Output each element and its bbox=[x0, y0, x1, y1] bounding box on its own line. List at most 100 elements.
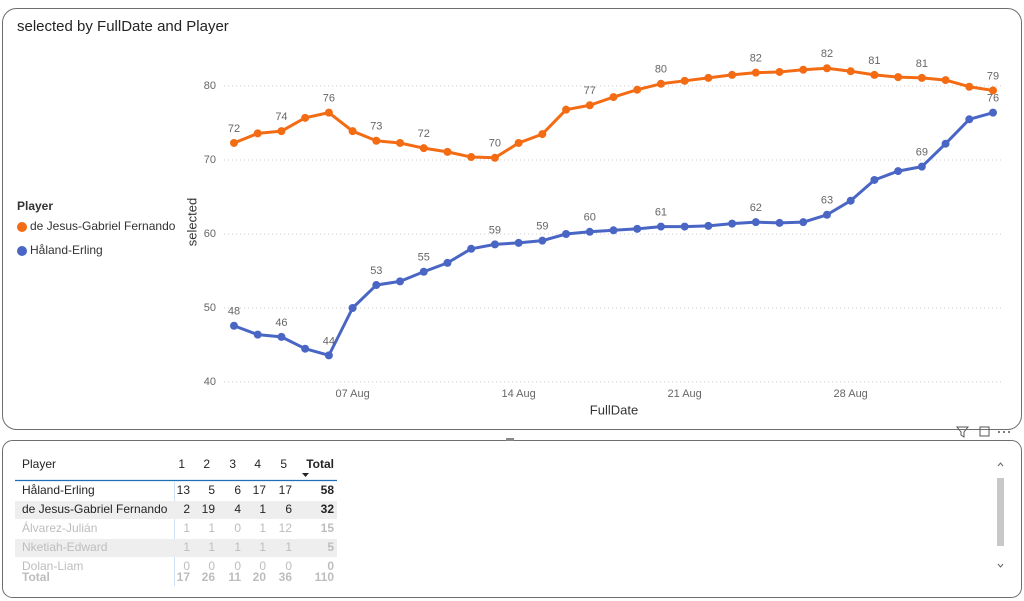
data-point bbox=[324, 351, 333, 360]
y-tick-label: 80 bbox=[204, 80, 216, 92]
data-point bbox=[372, 136, 381, 145]
table-cell: 5 bbox=[327, 540, 334, 554]
data-point bbox=[348, 304, 357, 312]
data-label: 59 bbox=[489, 224, 501, 236]
table-cell: 19 bbox=[202, 502, 216, 516]
data-point bbox=[917, 73, 926, 82]
table-cell: 4 bbox=[234, 502, 241, 516]
table-cell: 1 bbox=[183, 540, 190, 554]
data-point bbox=[230, 138, 238, 147]
data-label: 63 bbox=[821, 195, 833, 207]
table-cell: 0 bbox=[285, 559, 292, 573]
table-scrollbar[interactable] bbox=[997, 462, 1004, 568]
table-cell: 17 bbox=[253, 483, 267, 497]
data-point bbox=[704, 221, 713, 230]
data-point bbox=[989, 86, 997, 95]
table-cell: 13 bbox=[177, 483, 191, 497]
total-cell: 26 bbox=[202, 570, 216, 584]
resize-handle[interactable] bbox=[506, 438, 514, 441]
data-point bbox=[396, 138, 405, 147]
data-point bbox=[728, 219, 737, 228]
focus-icon[interactable] bbox=[979, 426, 990, 437]
data-label: 55 bbox=[418, 252, 430, 264]
data-point bbox=[277, 127, 286, 136]
data-point bbox=[443, 258, 452, 267]
data-point bbox=[751, 68, 760, 77]
sort-indicator bbox=[302, 473, 309, 477]
data-point bbox=[822, 210, 831, 219]
data-point bbox=[419, 144, 428, 153]
table-cell: 1 bbox=[208, 540, 215, 554]
table-cell: 0 bbox=[208, 559, 215, 573]
table-cell: de Jesus-Gabriel Fernando bbox=[22, 502, 168, 516]
total-cell: 110 bbox=[315, 570, 335, 584]
data-label: 74 bbox=[275, 111, 287, 123]
data-point bbox=[680, 76, 689, 85]
data-label: 82 bbox=[750, 53, 762, 65]
data-label: 81 bbox=[916, 58, 928, 70]
data-label: 79 bbox=[987, 70, 999, 82]
data-point bbox=[775, 218, 784, 227]
more-options-icon[interactable] bbox=[998, 431, 1010, 433]
data-point bbox=[538, 236, 547, 245]
data-point bbox=[609, 226, 618, 235]
data-point bbox=[396, 277, 405, 286]
data-point bbox=[656, 222, 665, 231]
filter-icon[interactable] bbox=[955, 426, 970, 438]
data-point bbox=[230, 321, 238, 330]
table-cell: 58 bbox=[321, 483, 335, 497]
scroll-down[interactable] bbox=[997, 563, 1004, 568]
table-cell: 0 bbox=[183, 559, 190, 573]
data-point bbox=[562, 105, 571, 114]
total-cell: Total bbox=[22, 570, 50, 584]
data-point bbox=[324, 108, 333, 117]
table-cell: 0 bbox=[234, 559, 241, 573]
data-label: 80 bbox=[655, 64, 667, 76]
data-point bbox=[894, 167, 903, 176]
table-cell: Nketiah-Edward bbox=[22, 540, 107, 554]
column-header: 3 bbox=[229, 457, 236, 471]
data-label: 73 bbox=[370, 121, 382, 133]
data-point bbox=[799, 65, 808, 74]
data-point bbox=[514, 238, 523, 247]
data-label: 44 bbox=[323, 335, 335, 347]
row-background bbox=[15, 539, 337, 557]
data-point bbox=[372, 281, 381, 290]
data-point bbox=[301, 113, 310, 122]
data-point bbox=[965, 115, 974, 124]
data-point bbox=[775, 67, 784, 76]
data-point bbox=[704, 73, 713, 82]
total-cell: 20 bbox=[253, 570, 267, 584]
total-cell: 11 bbox=[228, 570, 241, 584]
data-point bbox=[633, 85, 642, 94]
table-cell: Álvarez-Julián bbox=[22, 520, 97, 535]
table-cell: 1 bbox=[259, 540, 266, 554]
data-label: 70 bbox=[489, 138, 501, 150]
table-cell: Dolan-Liam bbox=[22, 559, 83, 573]
table-body: Håland-Erling 13 5 6 17 17 58 de Jesus-Gabriel … bbox=[15, 483, 337, 573]
data-point bbox=[419, 267, 428, 276]
data-label: 59 bbox=[536, 221, 548, 233]
scroll-up[interactable] bbox=[997, 462, 1004, 467]
data-point bbox=[989, 108, 997, 117]
data-point bbox=[846, 67, 855, 76]
y-tick-label: 50 bbox=[204, 302, 216, 314]
y-axis-title: selected bbox=[184, 198, 199, 246]
table-cell: 5 bbox=[208, 483, 215, 497]
row-background bbox=[15, 501, 337, 519]
data-label: 61 bbox=[655, 207, 667, 219]
scroll-thumb[interactable] bbox=[997, 478, 1004, 546]
data-label: 62 bbox=[750, 202, 762, 214]
data-point bbox=[609, 93, 618, 102]
table-cell: 17 bbox=[279, 483, 293, 497]
data-point bbox=[965, 82, 974, 91]
data-point bbox=[870, 175, 879, 184]
visual-header-icons bbox=[955, 426, 1010, 438]
total-cell: 17 bbox=[177, 570, 191, 584]
data-point bbox=[656, 79, 665, 88]
data-point bbox=[490, 153, 499, 162]
legend-marker bbox=[17, 246, 27, 256]
data-point bbox=[538, 130, 547, 139]
